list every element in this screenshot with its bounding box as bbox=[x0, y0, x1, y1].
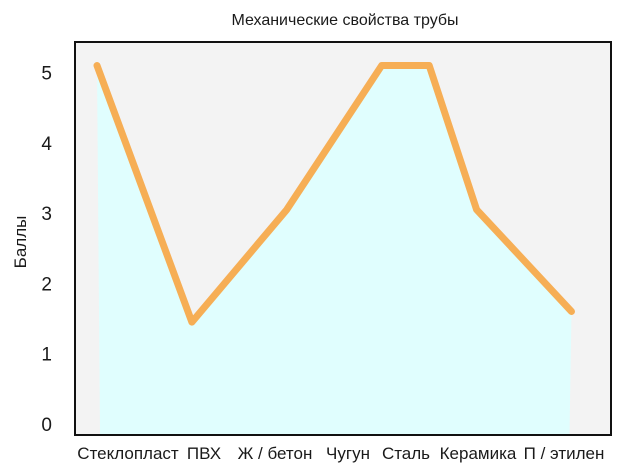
series-line bbox=[93, 62, 575, 326]
x-tick-label: Стеклопласт bbox=[77, 444, 179, 463]
y-axis-label: Баллы bbox=[11, 216, 30, 269]
y-tick-label: 5 bbox=[41, 64, 52, 85]
series-area-fill bbox=[97, 65, 572, 434]
y-tick-label: 4 bbox=[41, 134, 52, 155]
x-tick-label: ПВХ bbox=[187, 444, 221, 463]
x-axis-ticks: Стеклопласт ПВХ Ж / бетон Чугун Сталь Керамик… bbox=[77, 444, 604, 463]
x-tick-label: Сталь bbox=[382, 444, 430, 463]
y-tick-label: 3 bbox=[41, 204, 52, 225]
chart-title: Механические свойства трубы bbox=[231, 12, 458, 29]
y-tick-label: 2 bbox=[41, 274, 52, 295]
x-tick-label: П / этилен bbox=[524, 444, 605, 463]
y-tick-label: 1 bbox=[41, 345, 52, 366]
y-axis-ticks: 0 1 2 3 4 5 bbox=[41, 64, 52, 437]
y-tick-label: 0 bbox=[41, 415, 52, 436]
x-tick-label: Керамика bbox=[440, 444, 517, 463]
x-tick-label: Ж / бетон bbox=[238, 444, 313, 463]
plot-frame bbox=[74, 41, 612, 436]
x-tick-label: Чугун bbox=[326, 444, 370, 463]
